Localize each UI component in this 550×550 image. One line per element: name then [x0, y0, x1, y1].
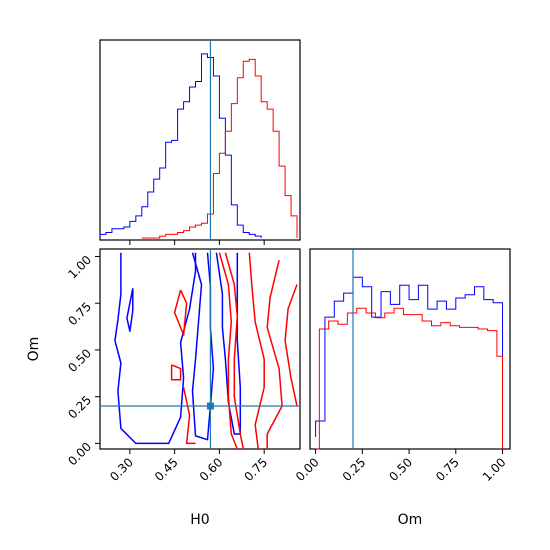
histogram-h0-series-blue — [99, 53, 262, 238]
x-tick-label: 0.50 — [386, 455, 415, 484]
histogram-step — [315, 276, 504, 437]
histogram-step — [99, 53, 262, 238]
x-tick-label: 1.00 — [480, 455, 509, 484]
contour-line — [248, 252, 265, 450]
histogram-om-panel: 0.00 0.25 0.50 0.75 1.00 Om — [293, 248, 511, 528]
contour-series-red — [170, 252, 298, 450]
x-tick-label: 0.00 — [293, 455, 322, 484]
x-tick-label: 0.60 — [197, 455, 226, 484]
histogram-h0-ticks — [129, 240, 265, 245]
contour-panel: 0.30 0.45 0.60 0.75 0.00 0.25 0.50 0.75 1.00 H0… — [26, 248, 301, 528]
contour-x-ticks: 0.30 0.45 0.60 0.75 — [107, 449, 270, 484]
contour-series-blue — [114, 252, 242, 445]
x-tick-label: 0.45 — [152, 455, 181, 484]
y-tick-label: 0.75 — [65, 299, 94, 328]
contour-line — [126, 288, 134, 332]
x-axis-title-h0: H0 — [190, 512, 209, 528]
histogram-om-series-red — [315, 307, 504, 450]
y-tick-label: 0.00 — [65, 440, 94, 469]
histogram-om-frame — [309, 248, 511, 450]
contour-frame — [99, 248, 301, 450]
histogram-step — [315, 307, 504, 450]
x-tick-label: 0.25 — [340, 455, 369, 484]
y-tick-label: 0.50 — [65, 346, 94, 375]
histogram-om-x-ticks: 0.00 0.25 0.50 0.75 1.00 — [293, 449, 509, 484]
contour-line — [114, 252, 197, 445]
histogram-step — [141, 58, 298, 239]
x-tick-label: 0.30 — [107, 455, 136, 484]
histogram-h0-panel — [99, 39, 301, 245]
histogram-h0-frame — [99, 39, 301, 241]
x-tick-label: 0.75 — [433, 455, 462, 484]
contour-line — [218, 252, 238, 450]
contour-line — [182, 387, 196, 445]
histogram-om-series-blue — [315, 276, 504, 437]
contour-line — [173, 289, 188, 336]
y-tick-label: 0.25 — [65, 393, 94, 422]
contour-line — [170, 364, 182, 381]
y-axis-title-om: Om — [26, 337, 42, 362]
truth-marker — [206, 402, 214, 410]
contour-line — [266, 260, 283, 449]
contour-line — [284, 284, 298, 407]
x-axis-title-om: Om — [398, 512, 423, 528]
histogram-h0-series-red — [141, 58, 298, 239]
x-tick-label: 0.75 — [242, 455, 271, 484]
contour-line — [224, 252, 245, 450]
contour-line — [215, 252, 242, 435]
y-tick-label: 1.00 — [65, 253, 94, 282]
contour-y-ticks: 0.00 0.25 0.50 0.75 1.00 — [65, 253, 100, 469]
